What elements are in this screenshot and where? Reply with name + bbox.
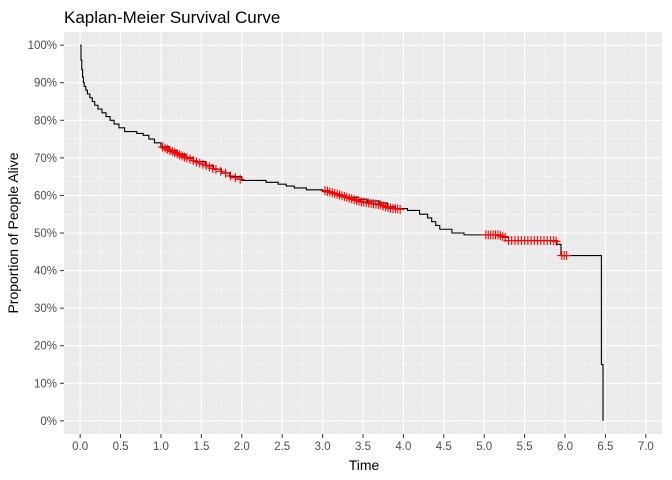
- y-axis-tick-labels: 0% 10% 20% 30% 40% 50% 60% 70% 80% 90% 100%: [28, 40, 57, 428]
- y-tick-label: 40%: [34, 266, 57, 278]
- censor-mark: [225, 171, 235, 181]
- y-tick-label: 50%: [34, 228, 57, 240]
- y-axis-title: Proportion of People Alive: [5, 152, 21, 313]
- x-tick-label: 1.0: [153, 441, 169, 453]
- y-tick-label: 0%: [40, 416, 57, 428]
- x-axis-title: Time: [349, 457, 380, 473]
- censor-mark: [325, 187, 335, 197]
- y-tick-label: 70%: [34, 153, 57, 165]
- censor-mark: [327, 188, 337, 198]
- censor-mark: [330, 189, 340, 199]
- censor-mark: [160, 143, 170, 153]
- censor-mark: [495, 231, 505, 241]
- censor-mark: [349, 195, 359, 205]
- x-tick-label: 3.0: [315, 441, 331, 453]
- y-tick-label: 20%: [34, 341, 57, 353]
- censor-mark: [158, 142, 168, 152]
- censor-mark: [211, 165, 221, 175]
- censor-mark: [172, 149, 182, 159]
- x-tick-label: 3.5: [355, 441, 371, 453]
- censor-mark: [549, 236, 559, 246]
- censor-mark: [381, 202, 391, 212]
- censor-mark: [235, 174, 245, 184]
- x-tick-label: 6.5: [597, 441, 613, 453]
- censor-mark: [378, 201, 388, 211]
- censor-mark: [322, 186, 332, 196]
- censor-mark: [320, 186, 330, 196]
- censor-mark: [347, 194, 357, 204]
- censor-mark: [216, 166, 226, 176]
- axis-ticks: [60, 44, 647, 438]
- censor-mark: [493, 230, 503, 240]
- y-tick-label: 60%: [34, 190, 57, 202]
- censor-mark: [170, 148, 180, 158]
- censor-mark: [354, 196, 364, 206]
- censor-mark: [383, 202, 393, 212]
- censor-mark: [551, 236, 561, 246]
- x-tick-label: 4.0: [395, 441, 411, 453]
- x-tick-label: 0.0: [72, 441, 88, 453]
- censor-mark: [162, 144, 172, 154]
- x-tick-label: 4.5: [436, 441, 452, 453]
- censor-mark: [175, 150, 185, 160]
- x-tick-label: 5.5: [517, 441, 533, 453]
- censor-mark: [562, 251, 572, 261]
- censor-mark: [376, 200, 386, 210]
- censor-mark: [339, 192, 349, 202]
- censor-mark: [167, 146, 177, 156]
- censor-mark: [395, 204, 405, 214]
- censor-mark: [335, 190, 345, 200]
- x-tick-label: 5.0: [476, 441, 492, 453]
- y-tick-label: 30%: [34, 303, 57, 315]
- x-tick-label: 2.5: [274, 441, 290, 453]
- censor-mark: [230, 173, 240, 183]
- censor-mark: [179, 152, 189, 162]
- censor-mark: [332, 189, 342, 199]
- censor-mark: [344, 193, 354, 203]
- x-tick-label: 0.5: [113, 441, 129, 453]
- x-tick-label: 1.5: [193, 441, 209, 453]
- censor-mark: [342, 192, 352, 202]
- chart-title: Kaplan-Meier Survival Curve: [64, 8, 280, 27]
- x-axis-tick-labels: 0.0 0.5 1.0 1.5 2.0 2.5 3.0 3.5 4.0 4.5 5.0 5.5 6.0 6…: [72, 441, 654, 453]
- x-tick-label: 2.0: [234, 441, 250, 453]
- censor-mark: [165, 145, 175, 155]
- censor-mark: [177, 151, 187, 161]
- y-tick-label: 90%: [34, 78, 57, 90]
- y-tick-label: 100%: [28, 40, 57, 52]
- major-gridlines: [64, 32, 662, 434]
- censor-mark: [337, 191, 347, 201]
- x-tick-label: 7.0: [638, 441, 654, 453]
- censor-mark: [352, 195, 362, 205]
- y-tick-label: 10%: [34, 378, 57, 390]
- x-tick-label: 6.0: [557, 441, 573, 453]
- censor-marks: [158, 142, 572, 261]
- censor-mark: [498, 232, 508, 242]
- y-tick-label: 80%: [34, 115, 57, 127]
- censor-mark: [221, 168, 231, 178]
